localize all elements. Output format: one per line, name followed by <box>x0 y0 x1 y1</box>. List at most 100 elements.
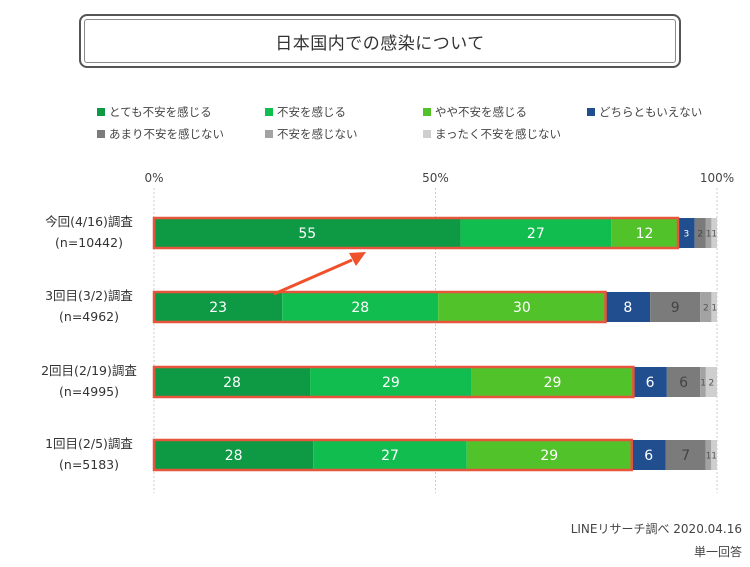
bar-segment <box>313 440 467 470</box>
legend-item: どちらともいえない <box>587 104 702 120</box>
data-label: 29 <box>382 375 400 391</box>
data-label: 2 <box>709 379 715 389</box>
data-label: 12 <box>636 226 654 242</box>
data-label: 6 <box>644 448 653 464</box>
stacked-bar-chart: 0% 50% 100%55 27 12 3 2 1 1今回(4/16)調査(n=10442)23… <box>41 171 734 493</box>
bar-segment <box>154 218 461 248</box>
legend-label: 不安を感じない <box>277 127 358 141</box>
data-label: 9 <box>671 300 680 316</box>
bar-segment <box>471 367 634 397</box>
data-label: 28 <box>225 448 243 464</box>
data-label: 7 <box>681 448 690 464</box>
bar-segment <box>154 292 283 322</box>
legend-label: 不安を感じる <box>277 105 346 119</box>
bar-segment <box>460 218 612 248</box>
legend-swatch <box>97 108 105 116</box>
data-label: 1 <box>706 452 712 462</box>
legend-swatch <box>265 108 273 116</box>
bar-segment <box>605 292 651 322</box>
bar-segment <box>282 292 439 322</box>
data-label: 1 <box>711 452 717 462</box>
bar-segment <box>705 367 717 397</box>
legend-swatch <box>587 108 595 116</box>
data-label: 1 <box>706 230 712 240</box>
legend-item: 不安を感じる <box>265 104 346 120</box>
category-sample-size: (n=4995) <box>59 384 119 399</box>
legend-swatch <box>423 108 431 116</box>
data-label: 6 <box>646 375 655 391</box>
bar-segment <box>711 218 717 248</box>
bar-segment <box>438 292 606 322</box>
bar-segment <box>705 218 712 248</box>
data-label: 28 <box>223 375 241 391</box>
data-label: 1 <box>711 230 717 240</box>
highlight-box <box>152 290 607 324</box>
data-label: 2 <box>703 304 709 314</box>
chart-title: 日本国内での感染について <box>275 33 485 54</box>
category-sample-size: (n=10442) <box>55 235 123 250</box>
bar-segment <box>154 440 314 470</box>
bar-segment <box>677 218 695 248</box>
chart-title-box: 日本国内での感染について <box>79 14 681 68</box>
data-label: 1 <box>711 304 717 314</box>
bar-segment <box>466 440 632 470</box>
bar-segment <box>700 367 706 397</box>
annotation-arrow-line <box>273 258 353 296</box>
category-sample-size: (n=4962) <box>59 309 119 324</box>
data-label: 23 <box>209 300 227 316</box>
bar-segment <box>310 367 472 397</box>
source-note: LINEリサーチ調べ 2020.04.16 <box>570 522 742 536</box>
data-label: 2 <box>697 230 703 240</box>
category-label: 1回目(2/5)調査 <box>45 436 133 451</box>
x-tick-label: 0% <box>144 171 163 185</box>
answer-type-note: 単一回答 <box>693 545 742 559</box>
highlight-box <box>152 365 635 399</box>
legend-swatch <box>265 130 273 138</box>
legend-label: どちらともいえない <box>599 105 703 119</box>
data-label: 1 <box>700 379 706 389</box>
legend-swatch <box>97 130 105 138</box>
category-label: 今回(4/16)調査 <box>45 214 133 229</box>
legend-item: とても不安を感じる <box>97 104 212 120</box>
legend-item: まったく不安を感じない <box>423 126 561 142</box>
data-label: 30 <box>513 300 531 316</box>
bar-segment <box>666 367 701 397</box>
data-label: 29 <box>540 448 558 464</box>
bar-segment <box>631 440 666 470</box>
bar-segment <box>665 440 706 470</box>
bar-segment <box>650 292 701 322</box>
highlight-box <box>152 216 680 250</box>
data-label: 29 <box>544 375 562 391</box>
legend-swatch <box>423 130 431 138</box>
data-label: 27 <box>381 448 399 464</box>
legend-item: あまり不安を感じない <box>97 126 224 142</box>
bar-segment <box>711 292 717 322</box>
data-label: 28 <box>351 300 369 316</box>
data-label: 27 <box>527 226 545 242</box>
data-label: 3 <box>683 230 689 240</box>
data-label: 8 <box>623 300 632 316</box>
x-tick-label: 50% <box>422 171 449 185</box>
legend: とても不安を感じる 不安を感じる やや不安を感じる どちらともいえないあまり不安を感じ… <box>97 104 737 148</box>
bar-segment <box>700 292 712 322</box>
bar-segment <box>633 367 667 397</box>
bar-segment <box>711 440 717 470</box>
bar-segment <box>694 218 706 248</box>
highlight-box <box>152 438 633 472</box>
data-label: 55 <box>298 226 316 242</box>
bar-segment <box>705 440 712 470</box>
annotation-arrow-head <box>349 252 366 266</box>
legend-label: まったく不安を感じない <box>435 127 562 141</box>
category-sample-size: (n=5183) <box>59 457 119 472</box>
data-label: 6 <box>679 375 688 391</box>
category-label: 3回目(3/2)調査 <box>45 288 133 303</box>
x-tick-label: 100% <box>700 171 734 185</box>
bar-segment <box>611 218 678 248</box>
legend-item: やや不安を感じる <box>423 104 527 120</box>
category-label: 2回目(2/19)調査 <box>41 363 137 378</box>
legend-item: 不安を感じない <box>265 126 358 142</box>
bar-segment <box>154 367 311 397</box>
legend-label: あまり不安を感じない <box>109 127 224 141</box>
legend-label: やや不安を感じる <box>435 105 527 119</box>
legend-label: とても不安を感じる <box>109 105 212 119</box>
